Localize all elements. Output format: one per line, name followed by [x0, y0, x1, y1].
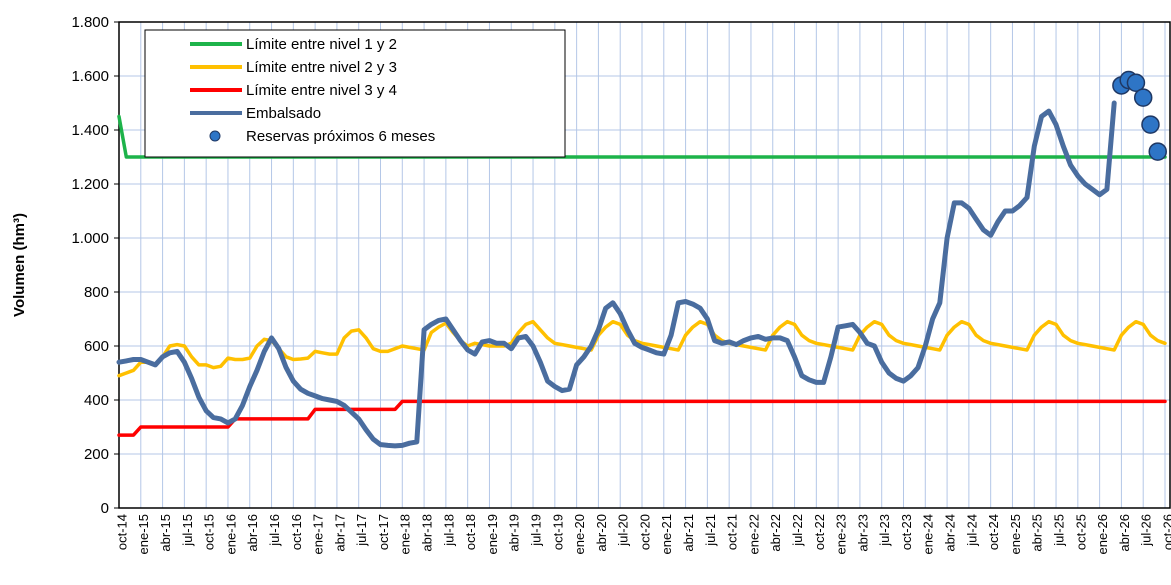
x-tick-label: oct-14: [114, 514, 129, 550]
x-tick-label: ene-22: [746, 514, 761, 554]
legend-marker: [209, 130, 221, 142]
plot-border: [118, 21, 1171, 509]
x-tick-label: oct-26: [1160, 514, 1171, 550]
forecast-point: [1126, 73, 1146, 92]
x-tick-label: oct-19: [550, 514, 565, 550]
legend-label: Reservas próximos 6 meses: [246, 128, 435, 145]
x-tick-label: oct-24: [986, 514, 1001, 550]
x-tick-label: jul-18: [441, 514, 456, 547]
forecast-point: [1148, 142, 1167, 161]
x-tick-label: abr-15: [158, 514, 173, 552]
y-tick-label: 1.400: [71, 122, 109, 139]
x-tick-label: oct-15: [202, 514, 217, 550]
x-tick-label: abr-19: [507, 514, 522, 552]
legend-label: Límite entre nivel 1 y 2: [246, 36, 397, 53]
forecast-point: [1141, 115, 1160, 134]
x-tick-label: ene-25: [1008, 514, 1023, 554]
x-tick-label: jul-24: [964, 514, 979, 547]
forecast-point: [1133, 88, 1153, 107]
x-tick-label: abr-18: [420, 514, 435, 552]
x-tick-label: ene-26: [1095, 514, 1110, 554]
x-tick-label: jul-17: [354, 514, 369, 547]
x-tick-label: oct-17: [376, 514, 391, 550]
x-tick-label: jul-26: [1139, 514, 1154, 547]
x-tick-label: ene-18: [398, 514, 413, 554]
x-tick-label: oct-16: [289, 514, 304, 550]
x-tick-label: oct-20: [637, 514, 652, 550]
y-tick-label: 600: [84, 338, 109, 355]
x-tick-label: abr-21: [681, 514, 696, 552]
legend-label: Límite entre nivel 2 y 3: [246, 59, 397, 76]
x-tick-label: jul-25: [1051, 514, 1066, 547]
x-tick-label: ene-23: [834, 514, 849, 554]
y-tick-label: 1.800: [71, 14, 109, 31]
y-tick-label: 1.000: [71, 230, 109, 247]
y-tick-label: 400: [84, 392, 109, 409]
x-tick-label: oct-21: [725, 514, 740, 550]
x-tick-label: abr-20: [594, 514, 609, 552]
x-tick-label: ene-15: [136, 514, 151, 554]
series-line: [116, 100, 1117, 449]
x-tick-label: abr-23: [855, 514, 870, 552]
x-tick-label: jul-22: [790, 514, 805, 547]
y-tick-label: 200: [84, 446, 109, 463]
y-tick-label: 800: [84, 284, 109, 301]
x-tick-label: ene-20: [572, 514, 587, 554]
x-tick-label: oct-18: [463, 514, 478, 550]
x-tick-label: ene-16: [223, 514, 238, 554]
x-tick-label: jul-16: [267, 514, 282, 547]
x-tick-label: abr-17: [332, 514, 347, 552]
y-tick-label: 1.200: [71, 176, 109, 193]
x-tick-label: jul-15: [180, 514, 195, 547]
x-tick-label: ene-17: [311, 514, 326, 554]
y-axis-title: Volumen (hm³): [11, 213, 28, 317]
x-tick-label: abr-25: [1030, 514, 1045, 552]
x-tick-label: abr-16: [245, 514, 260, 552]
x-tick-label: oct-22: [812, 514, 827, 550]
x-tick-label: jul-20: [616, 514, 631, 547]
x-tick-label: abr-22: [768, 514, 783, 552]
series-line: [117, 399, 1167, 437]
x-tick-label: ene-19: [485, 514, 500, 554]
y-tick-label: 1.600: [71, 68, 109, 85]
x-tick-label: ene-24: [921, 514, 936, 554]
x-tick-label: jul-21: [703, 514, 718, 547]
x-tick-label: ene-21: [659, 514, 674, 554]
x-tick-label: abr-24: [943, 514, 958, 552]
y-tick-label: 0: [101, 500, 109, 517]
legend-label: Límite entre nivel 3 y 4: [246, 82, 397, 99]
x-tick-label: jul-19: [528, 514, 543, 547]
x-tick-label: oct-23: [899, 514, 914, 550]
x-tick-label: oct-25: [1073, 514, 1088, 550]
legend: Límite entre nivel 1 y 2 Límite entre niv…: [144, 29, 566, 158]
x-tick-label: abr-26: [1117, 514, 1132, 552]
legend-label: Embalsado: [246, 105, 321, 122]
x-tick-label: jul-23: [877, 514, 892, 547]
series-line: [117, 319, 1167, 378]
